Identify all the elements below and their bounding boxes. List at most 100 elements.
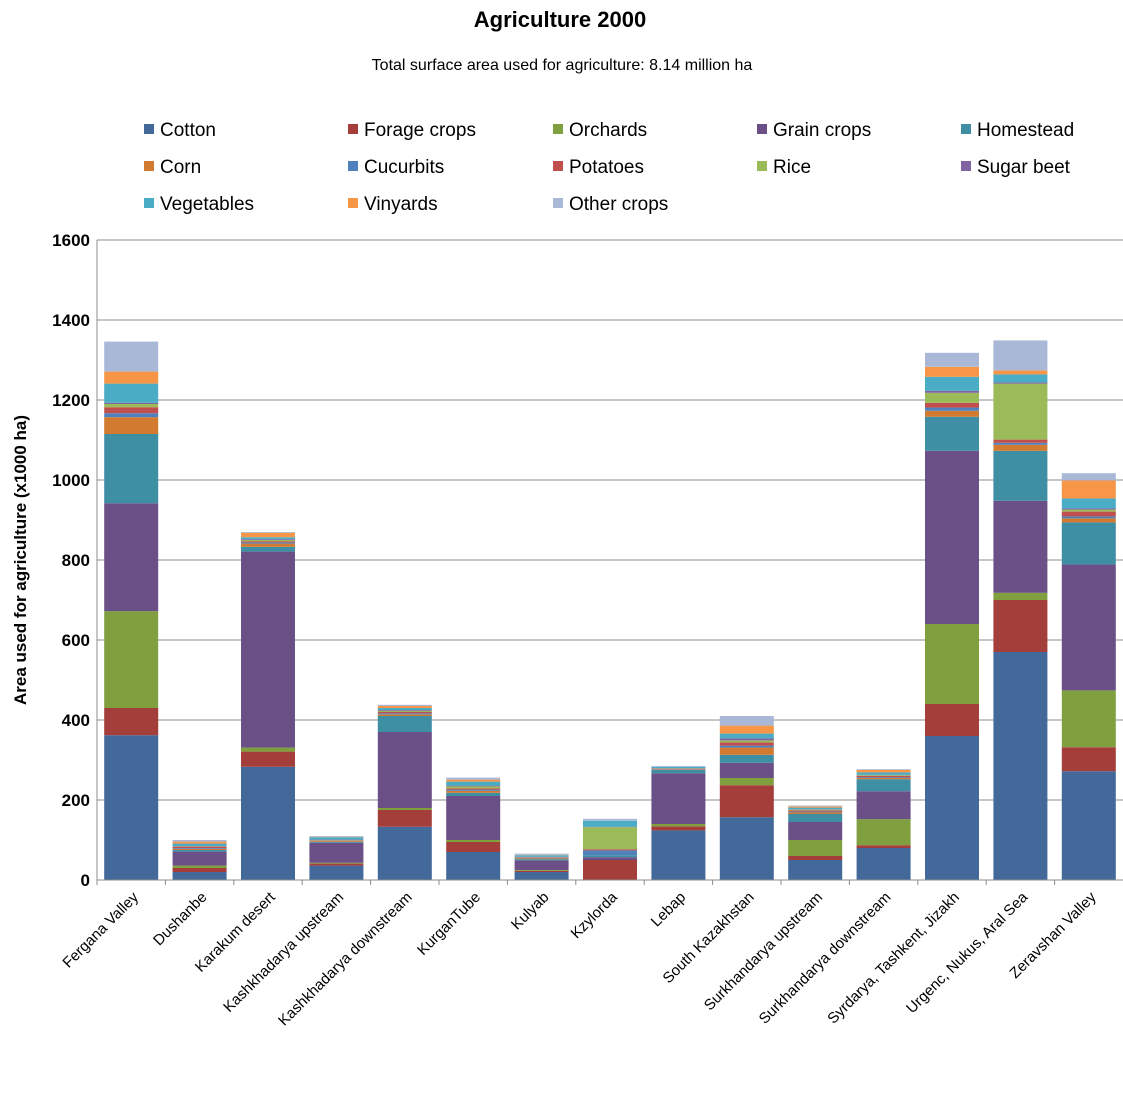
bar-segment	[446, 792, 501, 796]
bar-segment	[104, 434, 159, 504]
bar-segment	[925, 450, 979, 624]
bar-segment	[719, 716, 774, 726]
bar-segment	[446, 779, 501, 782]
bar-segment	[377, 732, 432, 808]
x-category-label: Kashkhadarya upstream	[220, 889, 347, 1016]
bar-segment	[172, 848, 227, 850]
bar-segment	[993, 652, 1048, 880]
bar-segment	[925, 376, 979, 391]
bar-segment	[651, 770, 706, 774]
bar-segment	[719, 745, 774, 748]
bar-segment	[788, 856, 843, 860]
bar-segment	[172, 851, 227, 866]
bar-segment	[446, 777, 501, 780]
legend-swatch	[553, 124, 563, 134]
bar-segment	[993, 340, 1048, 371]
x-category-label: Dushanbe	[150, 889, 210, 949]
bar-segment	[514, 860, 569, 870]
bar-segment	[241, 537, 295, 540]
bar-segment	[104, 402, 159, 404]
bar-segment	[993, 374, 1048, 383]
x-category-label: Lebap	[648, 889, 690, 931]
bar-segment	[719, 817, 774, 880]
bar-segment	[377, 826, 432, 880]
legend-item: Orchards	[553, 120, 647, 141]
bar-segment	[1061, 747, 1116, 772]
x-category-label: Surkhandarya downstream	[756, 889, 895, 1028]
bar-segment	[856, 848, 911, 880]
legend-swatch	[348, 198, 358, 208]
legend-item: Forage crops	[348, 120, 476, 141]
bar-segment	[172, 872, 227, 880]
bar-segment	[788, 814, 843, 822]
legend-swatch	[144, 124, 154, 134]
bar-segment	[925, 736, 979, 880]
bar-segment	[583, 857, 637, 860]
bar-segment	[446, 785, 501, 787]
bar-segment	[446, 840, 501, 842]
bar-segment	[377, 716, 432, 732]
bar-segment	[719, 733, 774, 739]
bar-segment	[309, 865, 364, 880]
bar-segment	[377, 710, 432, 711]
bar-segment	[583, 855, 637, 858]
bar-segment	[377, 714, 432, 716]
bar-segment	[788, 840, 843, 856]
bar-segment	[377, 713, 432, 715]
legend-item: Sugar beet	[961, 157, 1071, 178]
bar-segment	[719, 725, 774, 734]
y-tick-label: 800	[62, 551, 90, 570]
bar-segment	[309, 837, 364, 840]
bar-segment	[993, 383, 1048, 440]
legend-label: Potatoes	[569, 157, 644, 178]
bar-segment	[446, 852, 501, 880]
bar-segment	[172, 850, 227, 852]
bar-segment	[925, 624, 979, 704]
bar-segment	[514, 872, 569, 880]
bar-segment	[719, 762, 774, 778]
legend-item: Other crops	[553, 194, 668, 215]
bar-segment	[172, 848, 227, 849]
bar-segment	[241, 532, 295, 533]
bar-segment	[925, 416, 979, 451]
bar-segment	[993, 444, 1048, 451]
bar-segment	[856, 845, 911, 848]
bar-segment	[856, 777, 911, 778]
bar-segment	[241, 543, 295, 547]
bar-segment	[1061, 509, 1116, 512]
bar-segment	[446, 789, 501, 791]
legend-swatch	[144, 198, 154, 208]
legend-label: Cucurbits	[364, 157, 444, 178]
bar-segment	[1061, 522, 1116, 565]
bar-segment	[172, 868, 227, 872]
bar-segment	[788, 822, 843, 840]
legend-swatch	[757, 124, 767, 134]
bar-segment	[377, 810, 432, 827]
bar-segment	[309, 842, 364, 843]
bar-segment	[172, 840, 227, 842]
bar-segment	[583, 850, 637, 856]
bar-segment	[1061, 511, 1116, 517]
bar-segment	[1061, 771, 1116, 880]
bar-stack	[719, 716, 774, 880]
bar-segment	[241, 766, 295, 880]
bar-segment	[651, 766, 706, 768]
legend-swatch	[757, 161, 767, 171]
bar-segment	[241, 539, 295, 540]
bar-stack	[788, 805, 843, 880]
bar-segment	[309, 836, 364, 837]
legend-swatch	[348, 161, 358, 171]
bar-segment	[377, 706, 432, 708]
bar-segment	[788, 805, 843, 807]
legend-label: Vinyards	[364, 194, 438, 215]
bar-segment	[446, 788, 501, 790]
legend-item: Cucurbits	[348, 157, 444, 178]
bar-segment	[104, 735, 159, 880]
bar-segment	[788, 860, 843, 880]
y-tick-label: 0	[81, 871, 90, 890]
bar-segment	[241, 542, 295, 544]
bar-segment	[514, 870, 569, 872]
legend-label: Orchards	[569, 120, 647, 141]
legend-label: Corn	[160, 157, 201, 178]
